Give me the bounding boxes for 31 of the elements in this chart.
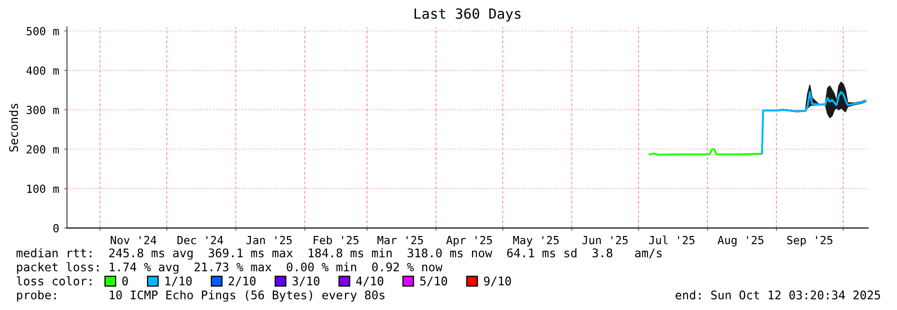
y-tick-label: 500 m xyxy=(26,26,59,36)
x-tick-label: Dec '24 xyxy=(178,236,224,244)
text: probe: 10 ICMP Echo Pings (56 Bytes) every 80s xyxy=(17,290,384,302)
legend-label: 1/10 xyxy=(165,276,192,286)
text: packet loss: 1.74 % avg 21.73 % max 0.00 % min 0.92 % now xyxy=(17,262,442,274)
x-tick-label: May '25 xyxy=(513,236,559,246)
x-tick-label: Aug '25 xyxy=(718,236,764,246)
text: median rtt: 245.8 ms avg 369.1 ms max 184.8 ms min 318.0 ms now 64.1 ms sd 3.8 am/s xyxy=(16,248,662,260)
x-tick-label: Sep '25 xyxy=(787,236,832,246)
y-tick-label: 400 m xyxy=(26,66,59,75)
x-tick-label: Feb '25 xyxy=(314,236,358,244)
y-tick-label: 100 m xyxy=(27,184,59,193)
x-tick-label: Mar '25 xyxy=(377,236,423,244)
legend-label: 3/10 xyxy=(292,276,320,286)
legend-title: loss color: xyxy=(16,276,92,286)
legend-label: 2/10 xyxy=(228,276,256,286)
legend-label: 5/10 xyxy=(420,276,448,286)
x-tick-label: Nov '24 xyxy=(110,236,156,244)
x-tick-label: Jul '25 xyxy=(649,236,694,244)
y-tick-label: 300 m xyxy=(26,106,59,114)
x-tick-label: Apr '25 xyxy=(446,236,492,246)
y-tick-label: 0 xyxy=(53,224,59,232)
y-axis-title: Seconds xyxy=(8,104,18,152)
legend-label: 9/10 xyxy=(484,276,511,286)
y-tick-label: 200 m xyxy=(26,145,59,154)
x-tick-label: Jan '25 xyxy=(246,236,292,244)
legend-label: 0 xyxy=(122,276,128,286)
x-tick-label: Jun '25 xyxy=(582,236,628,244)
chart-title: Last 360 Days xyxy=(414,8,520,22)
text: end: Sun Oct 12 03:20:34 2025 xyxy=(676,290,880,300)
legend-label: 4/10 xyxy=(356,276,384,286)
